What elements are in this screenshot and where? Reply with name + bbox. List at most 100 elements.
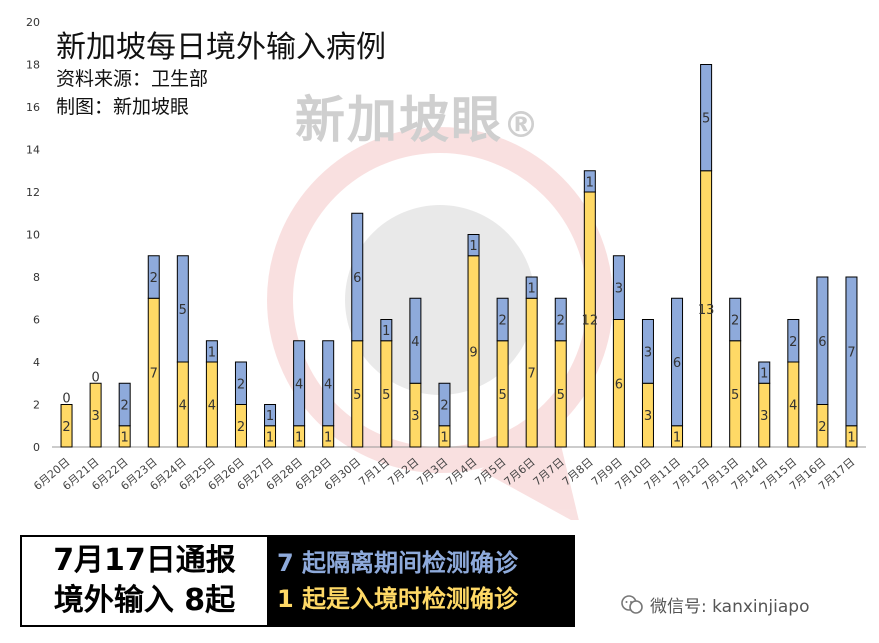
- summary-banner: 7月17日通报 境外输入 8起 7 起隔离期间检测确诊 1 起是入境时检测确诊: [20, 535, 575, 627]
- data-label: 2: [557, 314, 565, 329]
- data-label: 5: [498, 388, 506, 403]
- bar-segment: [583, 170, 596, 193]
- data-label: 3: [644, 409, 652, 424]
- y-tick-label: 10: [26, 229, 40, 242]
- bar-segment: [147, 255, 160, 299]
- data-label: 1: [440, 430, 448, 445]
- bar-segment: [264, 404, 277, 427]
- wechat-id: 微信号: kanxinjiapo: [620, 592, 809, 617]
- watermark-disc: [345, 205, 535, 395]
- bar-segment: [351, 212, 364, 342]
- y-tick-label: 2: [33, 399, 40, 412]
- bar-segment: [758, 361, 771, 384]
- bar-segment: [176, 255, 189, 363]
- bar-segment: [409, 297, 422, 384]
- bar-segment: [845, 276, 858, 427]
- bar-segment: [612, 255, 625, 320]
- source-label: 资料来源：卫生部: [56, 68, 209, 90]
- maker-label: 制图：新加坡眼: [56, 96, 190, 118]
- data-label: 5: [179, 303, 187, 318]
- data-label: 1: [673, 430, 681, 445]
- y-tick-label: 8: [33, 271, 40, 284]
- y-tick-label: 12: [26, 186, 40, 199]
- data-label: 1: [266, 430, 274, 445]
- y-tick-label: 0: [33, 441, 40, 454]
- wechat-icon: [621, 594, 643, 614]
- data-label: 1: [121, 430, 129, 445]
- data-label: 3: [411, 409, 419, 424]
- data-label: 2: [731, 314, 739, 329]
- data-label: 13: [698, 303, 715, 318]
- bar-segment: [234, 361, 247, 405]
- y-tick-label: 4: [33, 356, 40, 369]
- banner-right: 7 起隔离期间检测确诊 1 起是入境时检测确诊: [267, 537, 573, 625]
- bar-segment: [671, 297, 684, 427]
- bar-segment: [554, 297, 567, 342]
- data-label: 3: [760, 409, 768, 424]
- data-label: 12: [582, 314, 599, 329]
- bar-segment: [118, 382, 131, 427]
- data-label: 1: [760, 367, 768, 382]
- data-label: 6: [818, 335, 826, 350]
- y-tick-label: 20: [26, 16, 40, 29]
- data-label: 2: [818, 420, 826, 435]
- watermark: 新加坡眼®: [295, 91, 541, 149]
- data-label: 2: [237, 420, 245, 435]
- bar-segment: [729, 297, 742, 342]
- data-label: 2: [150, 271, 158, 286]
- data-label: 7: [528, 367, 536, 382]
- data-label: 1: [324, 430, 332, 445]
- data-label: 7: [847, 345, 855, 360]
- bar-segment: [293, 340, 306, 427]
- wechat-label: 微信号: kanxinjiapo: [650, 597, 810, 617]
- data-label: 4: [295, 377, 303, 392]
- data-label: 0: [62, 392, 70, 407]
- y-tick-label: 14: [26, 144, 40, 157]
- banner-total-line: 境外输入 8起: [53, 583, 236, 618]
- watermark-logo: [267, 127, 613, 520]
- data-label: 1: [528, 282, 536, 297]
- data-label: 3: [615, 282, 623, 297]
- bar-segment: [60, 404, 73, 448]
- data-label: 4: [179, 399, 187, 414]
- data-label: 5: [382, 388, 390, 403]
- bar-segment: [641, 319, 654, 384]
- data-label: 5: [731, 388, 739, 403]
- data-label: 6: [673, 356, 681, 371]
- data-label: 2: [62, 420, 70, 435]
- data-label: 1: [208, 345, 216, 360]
- data-label: 4: [324, 377, 332, 392]
- bar-segment: [467, 234, 480, 257]
- data-label: 4: [789, 399, 797, 414]
- watermark-pointer: [480, 420, 579, 520]
- bar-segment: [438, 382, 451, 427]
- data-label: 0: [91, 370, 99, 385]
- watermark-ring: [267, 127, 613, 473]
- data-label: 9: [469, 345, 477, 360]
- bar-segment: [205, 340, 218, 363]
- y-tick-label: 16: [26, 101, 40, 114]
- data-label: 5: [557, 388, 565, 403]
- data-label: 4: [208, 399, 216, 414]
- data-label: 6: [615, 377, 623, 392]
- data-label: 1: [266, 409, 274, 424]
- banner-left: 7月17日通报 境外输入 8起: [22, 537, 267, 625]
- data-label: 4: [411, 335, 419, 350]
- data-label: 6: [353, 271, 361, 286]
- data-label: 2: [121, 399, 129, 414]
- data-label: 1: [382, 324, 390, 339]
- data-label: 5: [702, 112, 710, 127]
- data-label: 1: [295, 430, 303, 445]
- data-label: 1: [586, 175, 594, 190]
- banner-isolation-line: 7 起隔离期间检测确诊: [277, 549, 519, 577]
- data-label: 1: [469, 239, 477, 254]
- bar-segment: [496, 297, 509, 342]
- bar-segment: [787, 319, 800, 363]
- data-label: 7: [150, 367, 158, 382]
- bar-segment: [322, 340, 335, 427]
- data-label: 2: [498, 314, 506, 329]
- banner-arrival-line: 1 起是入境时检测确诊: [277, 585, 519, 613]
- bar-segment: [380, 319, 393, 342]
- y-tick-label: 6: [33, 314, 40, 327]
- bar-segment: [525, 276, 538, 299]
